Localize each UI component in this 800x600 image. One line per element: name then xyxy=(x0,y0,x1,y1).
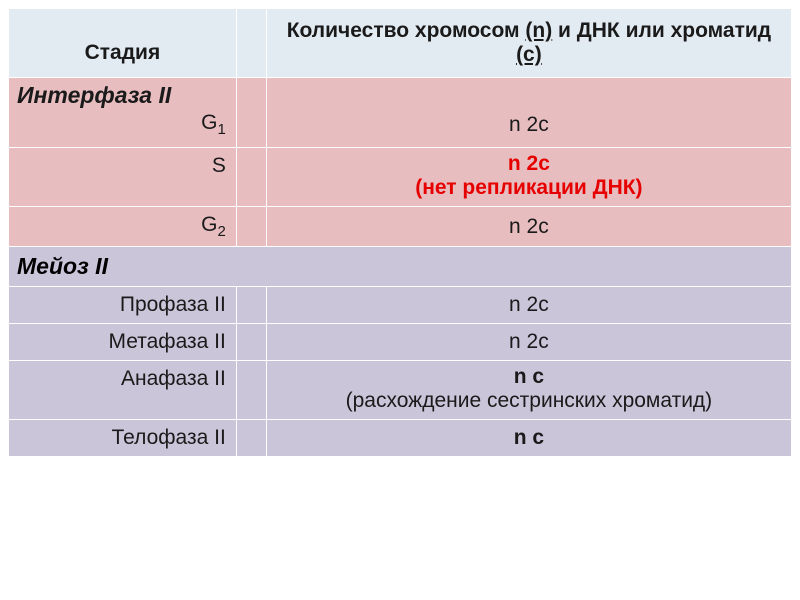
interphase-title: Интерфаза II xyxy=(17,82,226,109)
g1-value: n 2c xyxy=(509,113,549,136)
telophase-row: Телофаза II n c xyxy=(9,420,792,457)
metaphase-value: n 2c xyxy=(509,330,549,353)
g1-sub: 1 xyxy=(217,121,225,138)
meiosis-title: Мейоз II xyxy=(17,253,108,279)
prophase-stage-cell: Профаза II xyxy=(9,287,237,324)
interphase-stage-cell: Интерфаза II G1 xyxy=(9,78,237,148)
spacer-cell xyxy=(236,420,266,457)
telophase-label: Телофаза II xyxy=(111,426,225,449)
header-n-underline: (n) xyxy=(525,19,552,42)
meiosis-header-row: Мейоз II xyxy=(9,247,792,287)
g2-label: G xyxy=(201,213,217,236)
g2-value-cell: n 2c xyxy=(266,207,791,247)
metaphase-label: Метафаза II xyxy=(109,330,226,353)
prophase-label: Профаза II xyxy=(120,293,226,316)
header-main-text2: и ДНК или хроматид xyxy=(552,19,771,42)
table-header-row: Стадия Количество хромосом (n) и ДНК или… xyxy=(9,9,792,78)
header-main-cell: Количество хромосом (n) и ДНК или хромат… xyxy=(266,9,791,78)
telophase-value: n c xyxy=(514,426,544,449)
s-note: (нет репликации ДНК) xyxy=(415,176,642,199)
spacer-cell xyxy=(236,287,266,324)
anaphase-value-cell: n c (расхождение сестринских хроматид) xyxy=(266,361,791,420)
interphase-g1-row: Интерфаза II G1 n 2c xyxy=(9,78,792,148)
metaphase-row: Метафаза II n 2c xyxy=(9,324,792,361)
spacer-cell xyxy=(236,361,266,420)
header-main-text1: Количество хромосом xyxy=(287,19,526,42)
anaphase-label: Анафаза II xyxy=(121,367,226,390)
g1-label: G xyxy=(201,111,217,134)
s-stage-cell: S xyxy=(9,148,237,207)
anaphase-note: (расхождение сестринских хроматид) xyxy=(346,389,713,412)
spacer-cell xyxy=(236,207,266,247)
s-row: S n 2c (нет репликации ДНК) xyxy=(9,148,792,207)
metaphase-stage-cell: Метафаза II xyxy=(9,324,237,361)
prophase-value: n 2c xyxy=(509,293,549,316)
header-spacer-cell xyxy=(236,9,266,78)
data-table: Стадия Количество хромосом (n) и ДНК или… xyxy=(8,8,792,457)
header-c-underline: (c) xyxy=(516,43,542,66)
meiosis-table: Стадия Количество хромосом (n) и ДНК или… xyxy=(8,8,792,457)
telophase-value-cell: n c xyxy=(266,420,791,457)
g1-value-cell: n 2c xyxy=(266,78,791,148)
anaphase-value: n c xyxy=(514,365,544,388)
g2-sub: 2 xyxy=(217,223,225,240)
g2-stage-cell: G2 xyxy=(9,207,237,247)
spacer-cell xyxy=(236,78,266,148)
metaphase-value-cell: n 2c xyxy=(266,324,791,361)
s-value-cell: n 2c (нет репликации ДНК) xyxy=(266,148,791,207)
g2-value: n 2c xyxy=(509,215,549,238)
spacer-cell xyxy=(236,148,266,207)
header-stage-cell: Стадия xyxy=(9,9,237,78)
g1-label-wrap: G1 xyxy=(17,109,226,138)
header-stage-label: Стадия xyxy=(85,41,161,64)
s-value: n 2c xyxy=(508,152,550,175)
s-label: S xyxy=(212,154,226,177)
anaphase-stage-cell: Анафаза II xyxy=(9,361,237,420)
g2-row: G2 n 2c xyxy=(9,207,792,247)
spacer-cell xyxy=(236,324,266,361)
meiosis-title-cell: Мейоз II xyxy=(9,247,792,287)
anaphase-row: Анафаза II n c (расхождение сестринских … xyxy=(9,361,792,420)
telophase-stage-cell: Телофаза II xyxy=(9,420,237,457)
prophase-value-cell: n 2c xyxy=(266,287,791,324)
prophase-row: Профаза II n 2c xyxy=(9,287,792,324)
